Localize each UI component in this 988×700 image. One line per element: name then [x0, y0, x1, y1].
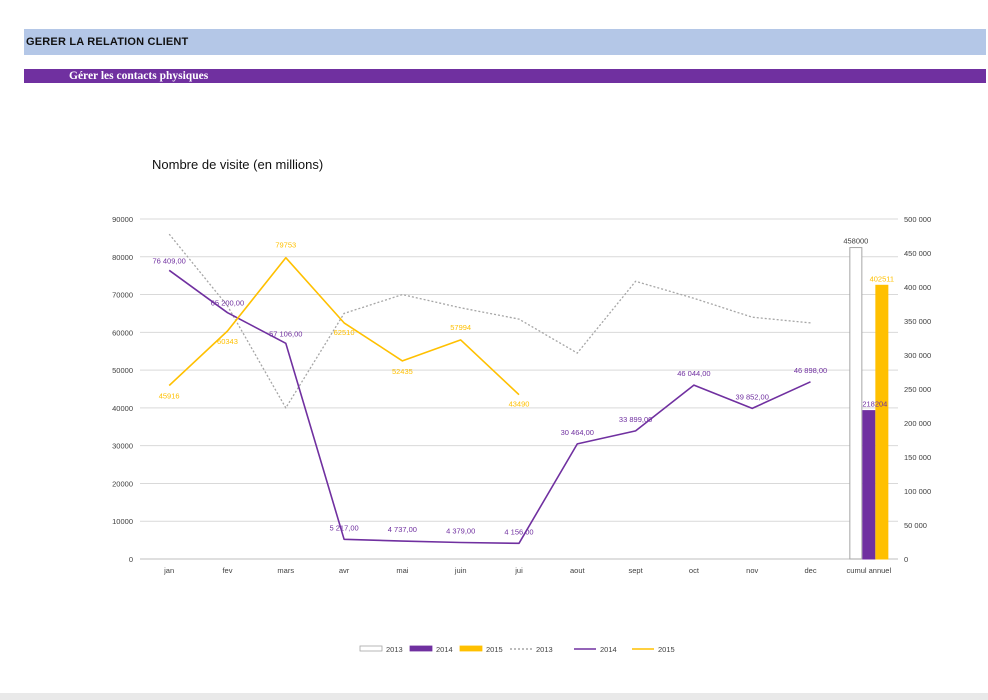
x-tick-label: jui: [514, 566, 523, 575]
bar-label-2015: 402511: [870, 274, 894, 283]
section-banner: GERER LA RELATION CLIENT: [24, 29, 986, 55]
x-tick-label: avr: [339, 566, 350, 575]
y-axis-left: 0 10000 20000 30000 40000 50000 60000 70000 8000…: [112, 215, 133, 564]
bottom-strip: [0, 693, 988, 700]
point-label-2014: 46 044,00: [677, 369, 710, 378]
point-label-2014: 76 409,00: [152, 256, 185, 265]
point-label-2015: 62510: [334, 328, 355, 337]
point-label-2014: 4 379,00: [446, 526, 475, 535]
point-label-2015: 43490: [509, 400, 530, 409]
point-label-2015: 57994: [450, 323, 471, 332]
bar-2014: [862, 410, 876, 560]
y-left-tick-label: 10000: [112, 517, 133, 526]
grid: [140, 218, 898, 560]
y-right-tick-label: 0: [904, 555, 908, 564]
point-label-2014: 33 899,00: [619, 415, 652, 424]
y-left-tick-label: 40000: [112, 404, 133, 413]
bar-label-2013: 458000: [843, 237, 868, 246]
legend-swatch: [409, 645, 433, 652]
x-tick-label: sept: [629, 566, 644, 575]
legend-label: 2014: [600, 645, 617, 654]
bars: [849, 247, 889, 560]
point-label-2014: 4 737,00: [388, 525, 417, 534]
y-left-tick-label: 90000: [112, 215, 133, 224]
point-label-2014: 57 106,00: [269, 329, 302, 338]
legend-label: 2013: [536, 645, 553, 654]
subsection-banner: Gérer les contacts physiques: [24, 69, 986, 83]
x-tick-label: jan: [163, 566, 174, 575]
legend-label: 2015: [486, 645, 503, 654]
y-left-tick-label: 50000: [112, 366, 133, 375]
y-right-tick-label: 100 000: [904, 487, 931, 496]
y-left-tick-label: 20000: [112, 479, 133, 488]
x-tick-label: mars: [277, 566, 294, 575]
y-axis-right: 0 50 000 100 000 150 000 200 000 250 000 300 0…: [904, 215, 931, 564]
y-right-tick-label: 250 000: [904, 385, 931, 394]
y-right-tick-label: 150 000: [904, 453, 931, 462]
y-right-tick-label: 400 000: [904, 283, 931, 292]
point-label-2015: 52435: [392, 367, 413, 376]
point-label-2014: 65 200,00: [211, 299, 244, 308]
series-line-2015: [168, 256, 520, 396]
series-line-2014: [168, 269, 811, 545]
point-label-2015: 79753: [275, 241, 296, 250]
legend-label: 2014: [436, 645, 453, 654]
x-tick-label: cumul annuel: [847, 566, 892, 575]
y-left-tick-label: 30000: [112, 442, 133, 451]
legend-label: 2013: [386, 645, 403, 654]
y-left-tick-label: 0: [129, 555, 133, 564]
y-right-tick-label: 50 000: [904, 521, 927, 530]
series-lines: [168, 233, 811, 545]
point-label-2014: 39 852,00: [736, 392, 769, 401]
subsection-title: Gérer les contacts physiques: [69, 70, 209, 82]
bar-2013: [849, 247, 863, 560]
y-right-tick-label: 300 000: [904, 351, 931, 360]
bar-label-2014: 218204: [862, 400, 887, 409]
x-tick-label: nov: [746, 566, 758, 575]
x-tick-label: aout: [570, 566, 586, 575]
y-right-tick-label: 350 000: [904, 317, 931, 326]
point-label-2014: 4 156,00: [504, 527, 533, 536]
point-label-2015: 45916: [159, 392, 180, 401]
x-tick-label: oct: [689, 566, 700, 575]
x-tick-label: dec: [804, 566, 816, 575]
point-label-2014: 5 217,00: [329, 523, 358, 532]
y-right-tick-label: 450 000: [904, 249, 931, 258]
legend-label: 2015: [658, 645, 675, 654]
y-left-tick-label: 60000: [112, 328, 133, 337]
x-tick-label: mai: [396, 566, 408, 575]
point-label-2014: 46 898,00: [794, 366, 827, 375]
point-label-2015: 60343: [217, 337, 238, 346]
bar-2015: [875, 284, 889, 560]
x-tick-label: juin: [454, 566, 467, 575]
y-left-tick-label: 80000: [112, 253, 133, 262]
y-right-tick-label: 200 000: [904, 419, 931, 428]
x-tick-label: fev: [222, 566, 232, 575]
legend: 2013 2014 2015 2013 2014 2015: [359, 645, 675, 654]
point-label-2014: 30 464,00: [561, 428, 594, 437]
y-right-tick-label: 500 000: [904, 215, 931, 224]
series-line-2013: [168, 233, 811, 409]
section-title: GERER LA RELATION CLIENT: [26, 36, 189, 48]
legend-swatch: [359, 645, 383, 652]
data-labels: 458000 218204 402511 76 409,00 65 200,00 57 1…: [152, 237, 894, 537]
legend-swatch: [459, 645, 483, 652]
x-axis: jan fev mars avr mai juin jui aout sept oct nov dec…: [163, 566, 891, 575]
y-left-tick-label: 70000: [112, 291, 133, 300]
chart-title: Nombre de visite (en millions): [152, 157, 323, 172]
